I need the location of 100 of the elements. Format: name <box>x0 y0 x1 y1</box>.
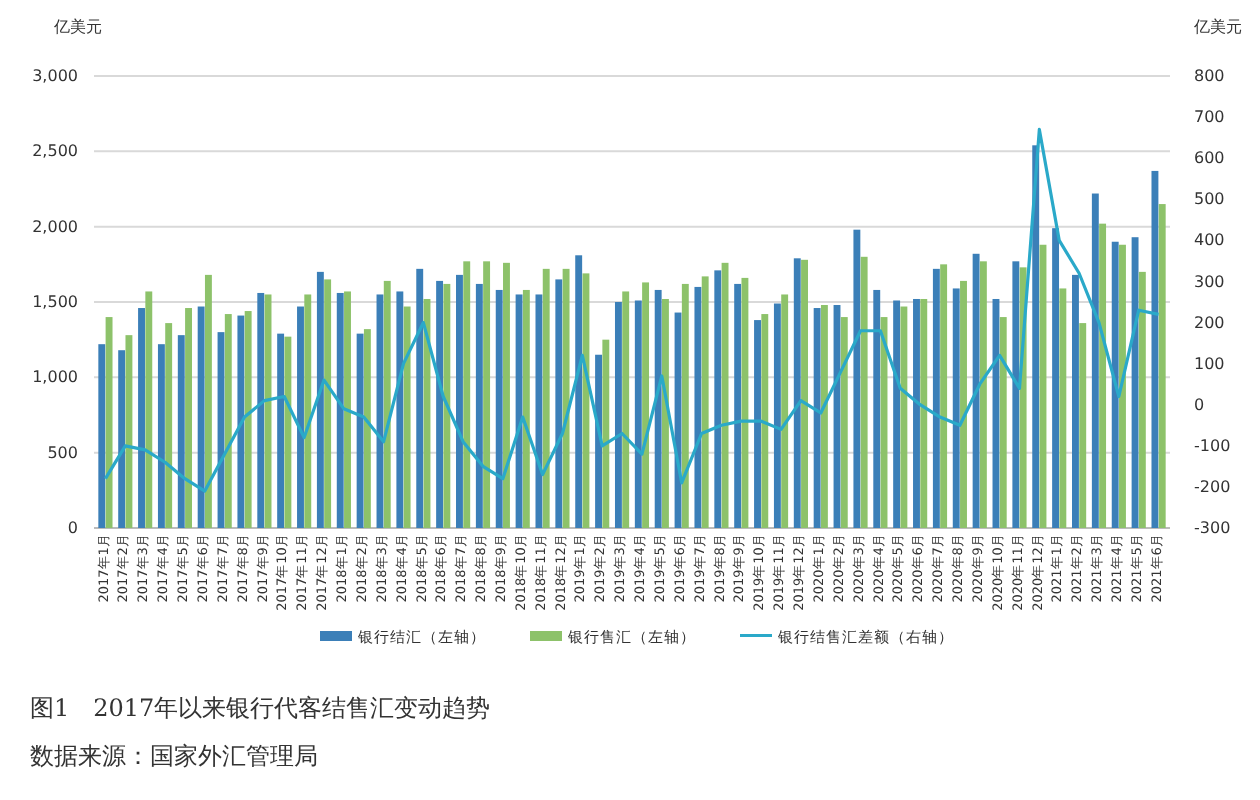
bar <box>694 286 702 528</box>
bar <box>535 294 543 528</box>
bar <box>741 277 749 528</box>
bar <box>1072 274 1079 528</box>
y2-tick-label: 300 <box>1194 272 1225 291</box>
bar <box>224 314 232 528</box>
y2-axis-title: 亿美元 <box>1192 18 1242 36</box>
bar <box>813 308 821 528</box>
bar <box>1091 193 1099 528</box>
bar <box>138 308 145 528</box>
bar <box>1012 261 1020 528</box>
bar <box>793 258 801 528</box>
y-tick-label: 3,000 <box>32 67 78 86</box>
bar <box>1032 145 1040 528</box>
bar <box>1111 241 1119 528</box>
bar <box>118 350 126 528</box>
bar <box>1079 323 1087 528</box>
bar <box>416 268 424 528</box>
bar <box>157 344 165 528</box>
bar <box>913 298 920 528</box>
y-tick-label: 500 <box>47 443 78 462</box>
bar <box>336 292 344 528</box>
y2-tick-label: 100 <box>1194 354 1225 373</box>
bar <box>1052 228 1060 528</box>
bar <box>781 294 789 528</box>
bar <box>185 308 192 528</box>
bar <box>972 253 980 528</box>
bar <box>853 229 861 528</box>
y-tick-label: 2,000 <box>32 217 78 236</box>
y2-tick-label: 200 <box>1194 313 1225 332</box>
bar <box>960 280 967 528</box>
bar <box>860 256 868 528</box>
y2-tick-label: -100 <box>1194 436 1231 455</box>
bar <box>654 289 662 528</box>
bar <box>197 306 205 528</box>
y-tick-label: 1,000 <box>32 368 78 387</box>
bar <box>277 333 285 528</box>
bar <box>900 306 908 528</box>
y2-tick-label: 700 <box>1194 108 1225 127</box>
bar <box>634 300 642 528</box>
bar <box>237 315 245 528</box>
bar <box>204 274 212 528</box>
bar <box>642 282 650 528</box>
bar <box>681 283 689 528</box>
line-series <box>103 127 1161 493</box>
y2-tick-label: 400 <box>1194 231 1225 250</box>
y-axis-title: 亿美元 <box>52 18 102 36</box>
bar <box>383 280 391 528</box>
bar <box>575 255 583 528</box>
bar <box>316 271 324 528</box>
bar <box>932 268 940 528</box>
caption: 图1 2017年以来银行代客结售汇变动趋势 <box>30 694 491 722</box>
bar <box>396 291 404 528</box>
bar <box>920 298 928 528</box>
bar <box>495 289 503 528</box>
bar <box>721 262 729 528</box>
bar <box>734 283 742 528</box>
y-tick-label: 0 <box>67 519 78 538</box>
bar <box>999 317 1007 528</box>
bar <box>483 261 491 528</box>
bar <box>952 288 960 528</box>
bar <box>503 262 510 528</box>
bar <box>754 320 761 528</box>
bar <box>515 294 523 528</box>
bar <box>893 300 901 528</box>
bar <box>701 276 709 528</box>
bar <box>324 279 332 528</box>
y2-tick-label: 0 <box>1194 395 1205 414</box>
bar <box>98 344 106 528</box>
bar <box>1099 223 1107 528</box>
bar <box>284 336 292 528</box>
bar <box>1158 204 1166 528</box>
bar <box>1119 244 1126 528</box>
bar <box>820 305 828 528</box>
source-note: 数据来源：国家外汇管理局 <box>30 742 318 770</box>
y-tick-label: 2,500 <box>32 142 78 161</box>
bar <box>602 339 610 528</box>
bar <box>165 323 173 528</box>
y2-tick-label: 500 <box>1194 190 1225 209</box>
bar <box>801 259 808 528</box>
bar <box>979 261 987 528</box>
bar <box>622 291 630 528</box>
bar <box>436 280 444 528</box>
y2-tick-label: 600 <box>1194 149 1225 168</box>
bar <box>177 335 185 528</box>
bar <box>1059 288 1067 528</box>
bar <box>1138 271 1146 528</box>
bar <box>761 314 769 528</box>
bar <box>555 279 563 528</box>
y2-tick-label: -200 <box>1194 478 1231 497</box>
bar <box>522 289 530 528</box>
bar <box>873 289 881 528</box>
y2-tick-label: 800 <box>1194 67 1225 86</box>
bar <box>714 270 722 528</box>
bar <box>463 261 471 528</box>
bar <box>475 283 483 528</box>
bar <box>773 303 781 528</box>
bar <box>403 306 411 528</box>
bar <box>562 268 570 528</box>
bar <box>840 317 848 528</box>
